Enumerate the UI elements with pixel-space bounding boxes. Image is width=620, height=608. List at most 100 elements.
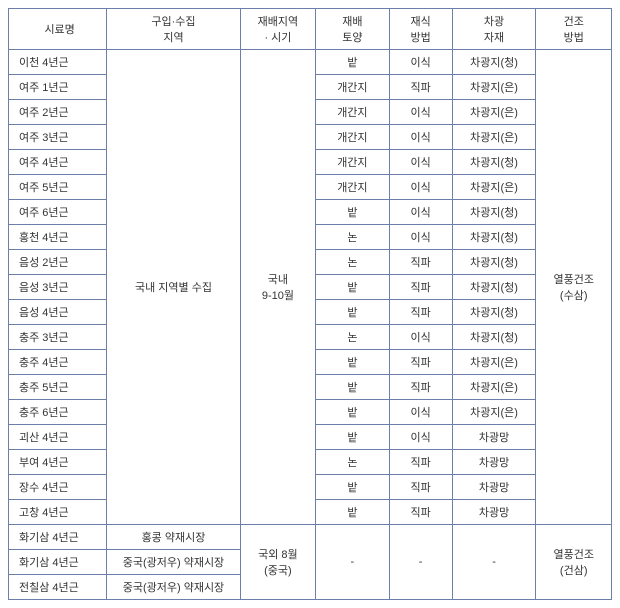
cell-name: 음성 3년근 (9, 275, 107, 300)
cell-shade: 차광지(청) (452, 275, 536, 300)
cell-soil: 논 (316, 225, 389, 250)
cell-period: 국내9-10월 (240, 50, 316, 525)
cell-name: 충주 5년근 (9, 375, 107, 400)
cell-shade: 차광지(은) (452, 400, 536, 425)
cell-soil: 밭 (316, 400, 389, 425)
cell-method: 이식 (389, 100, 452, 125)
cell-region: 중국(광저우) 약재시장 (107, 575, 240, 600)
cell-method: 이식 (389, 325, 452, 350)
cell-soil: 논 (316, 325, 389, 350)
cell-name: 부여 4년근 (9, 450, 107, 475)
cell-soil: 논 (316, 450, 389, 475)
cell-name: 괴산 4년근 (9, 425, 107, 450)
cell-method: 직파 (389, 375, 452, 400)
table-body: 이천 4년근국내 지역별 수집국내9-10월밭이식차광지(청)열풍건조(수삼)여… (9, 50, 612, 600)
cell-soil: 개간지 (316, 175, 389, 200)
cell-shade: 차광지(은) (452, 75, 536, 100)
cell-soil: 개간지 (316, 150, 389, 175)
cell-method: 이식 (389, 400, 452, 425)
cell-period: 국외 8월(중국) (240, 525, 316, 600)
cell-name: 화기삼 4년근 (9, 550, 107, 575)
cell-shade: 차광망 (452, 425, 536, 450)
cell-method: 직파 (389, 475, 452, 500)
cell-soil: 개간지 (316, 75, 389, 100)
cell-soil: 밭 (316, 375, 389, 400)
cell-name: 충주 3년근 (9, 325, 107, 350)
cell-name: 여주 1년근 (9, 75, 107, 100)
cell-shade: 차광지(은) (452, 175, 536, 200)
cell-soil: 논 (316, 250, 389, 275)
table-row: 이천 4년근국내 지역별 수집국내9-10월밭이식차광지(청)열풍건조(수삼) (9, 50, 612, 75)
h-shade: 차광자재 (452, 9, 536, 50)
h-dry: 건조방법 (536, 9, 612, 50)
cell-soil: 개간지 (316, 100, 389, 125)
cell-name: 장수 4년근 (9, 475, 107, 500)
cell-shade: 차광지(청) (452, 150, 536, 175)
cell-soil: 밭 (316, 50, 389, 75)
cell-method: 직파 (389, 450, 452, 475)
cell-method: 직파 (389, 300, 452, 325)
cell-name: 이천 4년근 (9, 50, 107, 75)
cell-region: 홍콩 약재시장 (107, 525, 240, 550)
cell-soil: 개간지 (316, 125, 389, 150)
h-soil: 재배토양 (316, 9, 389, 50)
h-name: 시료명 (9, 9, 107, 50)
cell-shade: 차광지(청) (452, 225, 536, 250)
cell-shade: 차광지(은) (452, 350, 536, 375)
cell-method: 직파 (389, 75, 452, 100)
cell-soil: - (316, 525, 389, 600)
cell-name: 화기삼 4년근 (9, 525, 107, 550)
cell-shade: 차광지(청) (452, 200, 536, 225)
cell-shade: - (452, 525, 536, 600)
cell-method: 직파 (389, 275, 452, 300)
cell-method: 이식 (389, 175, 452, 200)
cell-soil: 밭 (316, 300, 389, 325)
cell-name: 충주 6년근 (9, 400, 107, 425)
cell-shade: 차광망 (452, 475, 536, 500)
cell-region: 중국(광저우) 약재시장 (107, 550, 240, 575)
h-region: 구입·수집지역 (107, 9, 240, 50)
cell-shade: 차광망 (452, 500, 536, 525)
cell-method: 이식 (389, 225, 452, 250)
cell-shade: 차광지(청) (452, 325, 536, 350)
cell-method: 직파 (389, 250, 452, 275)
cell-shade: 차광지(청) (452, 50, 536, 75)
table-row: 화기삼 4년근홍콩 약재시장국외 8월(중국)---열풍건조(건삼) (9, 525, 612, 550)
cell-region: 국내 지역별 수집 (107, 50, 240, 525)
cell-soil: 밭 (316, 500, 389, 525)
cell-shade: 차광지(청) (452, 250, 536, 275)
h-period: 재배지역· 시기 (240, 9, 316, 50)
cell-soil: 밭 (316, 475, 389, 500)
cell-method: - (389, 525, 452, 600)
cell-shade: 차광지(청) (452, 300, 536, 325)
cell-method: 직파 (389, 500, 452, 525)
cell-name: 전칠삼 4년근 (9, 575, 107, 600)
cell-name: 여주 2년근 (9, 100, 107, 125)
cell-soil: 밭 (316, 350, 389, 375)
sample-table: 시료명 구입·수집지역 재배지역· 시기 재배토양 재식방법 차광자재 건조방법… (8, 8, 612, 600)
cell-soil: 밭 (316, 200, 389, 225)
cell-name: 홍천 4년근 (9, 225, 107, 250)
cell-soil: 밭 (316, 275, 389, 300)
cell-name: 고창 4년근 (9, 500, 107, 525)
cell-method: 이식 (389, 150, 452, 175)
cell-dry: 열풍건조(건삼) (536, 525, 612, 600)
cell-shade: 차광지(은) (452, 375, 536, 400)
cell-name: 여주 6년근 (9, 200, 107, 225)
header-row: 시료명 구입·수집지역 재배지역· 시기 재배토양 재식방법 차광자재 건조방법 (9, 9, 612, 50)
h-method: 재식방법 (389, 9, 452, 50)
cell-dry: 열풍건조(수삼) (536, 50, 612, 525)
cell-shade: 차광망 (452, 450, 536, 475)
cell-method: 이식 (389, 425, 452, 450)
cell-method: 이식 (389, 125, 452, 150)
cell-shade: 차광지(은) (452, 125, 536, 150)
cell-name: 여주 3년근 (9, 125, 107, 150)
cell-name: 음성 4년근 (9, 300, 107, 325)
cell-name: 음성 2년근 (9, 250, 107, 275)
cell-shade: 차광지(은) (452, 100, 536, 125)
cell-soil: 밭 (316, 425, 389, 450)
cell-name: 충주 4년근 (9, 350, 107, 375)
cell-method: 이식 (389, 50, 452, 75)
cell-name: 여주 4년근 (9, 150, 107, 175)
cell-method: 직파 (389, 350, 452, 375)
